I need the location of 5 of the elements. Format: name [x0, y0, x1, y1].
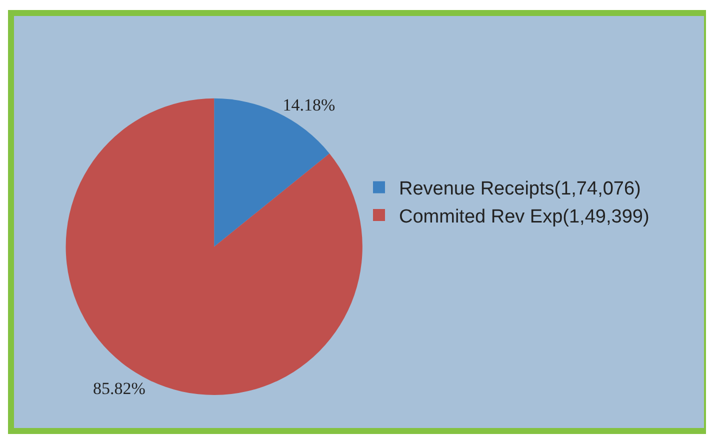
- legend-label: Revenue Receipts(1,74,076): [399, 178, 641, 200]
- legend-label: Commited Rev Exp(1,49,399): [399, 206, 650, 228]
- data-label: 14.18%: [282, 96, 336, 115]
- data-label: 85.82%: [93, 378, 146, 398]
- pie-slice: [66, 98, 362, 395]
